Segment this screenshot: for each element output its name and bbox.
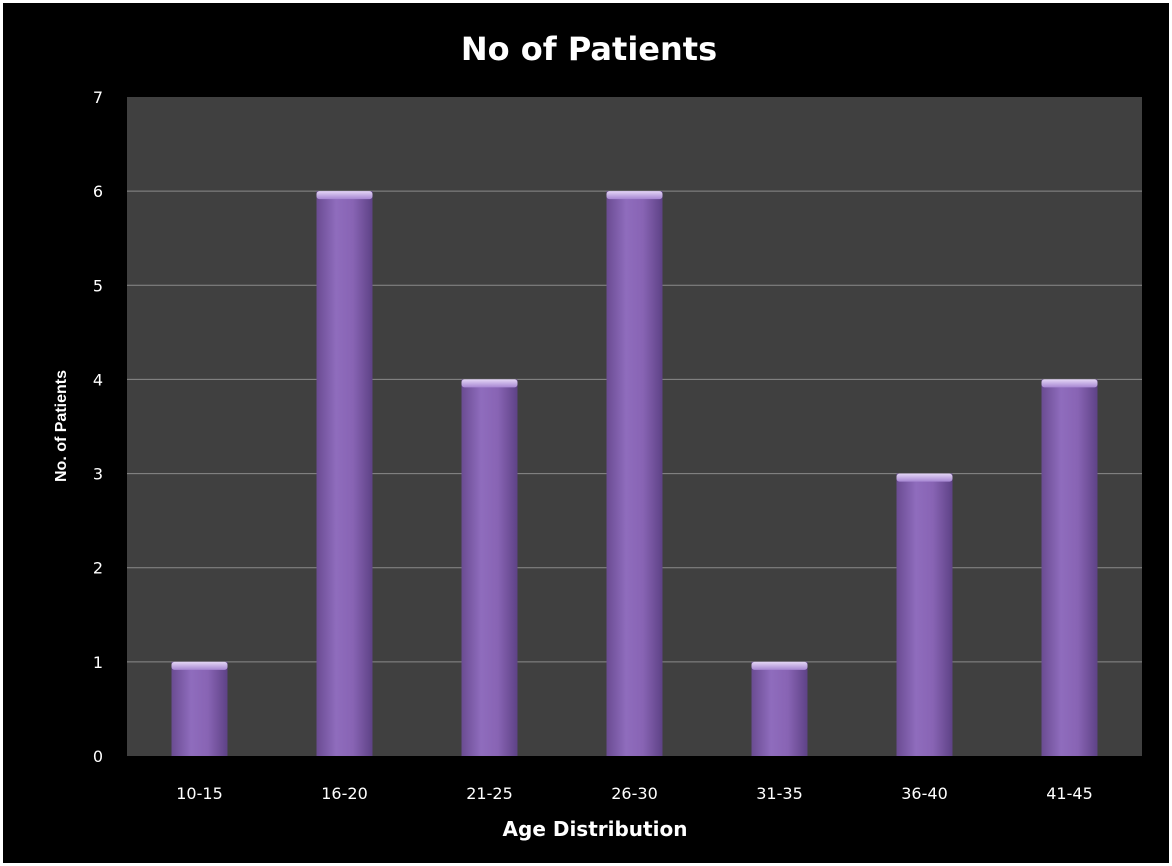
bar-31-35	[751, 661, 808, 756]
x-tick-label: 31-35	[756, 784, 803, 803]
y-tick-label: 4	[93, 370, 103, 389]
y-axis-title: No. of Patients	[53, 370, 70, 482]
bar	[461, 379, 518, 756]
bar-top-highlight	[316, 191, 373, 200]
bar-41-45	[1041, 379, 1098, 756]
bar-16-20	[316, 191, 373, 757]
chart-title: No of Patients	[461, 30, 717, 68]
y-tick-label: 6	[93, 182, 103, 201]
y-tick-label: 0	[93, 747, 103, 766]
x-tick-label: 10-15	[176, 784, 223, 803]
bar	[896, 473, 953, 756]
bar	[1041, 379, 1098, 756]
bar-10-15	[171, 661, 228, 756]
bar-top-highlight	[751, 661, 808, 670]
y-tick-label: 5	[93, 276, 103, 295]
bar	[316, 191, 373, 757]
y-tick-label: 2	[93, 559, 103, 578]
bar-top-highlight	[171, 661, 228, 670]
y-axis-ticks: 0 1 2 3 4 5 6 7	[93, 88, 103, 766]
x-tick-label: 21-25	[466, 784, 513, 803]
y-tick-label: 1	[93, 653, 103, 672]
bar-top-highlight	[1041, 379, 1098, 388]
y-tick-label: 3	[93, 465, 103, 484]
x-tick-label: 16-20	[321, 784, 368, 803]
bar	[171, 661, 228, 756]
x-tick-label: 41-45	[1046, 784, 1093, 803]
bar-36-40	[896, 473, 953, 756]
bar-top-highlight	[606, 191, 663, 200]
x-axis-title: Age Distribution	[503, 817, 688, 841]
bars	[171, 191, 1098, 757]
bar	[751, 661, 808, 756]
bar-top-highlight	[896, 473, 953, 482]
bar-26-30	[606, 191, 663, 757]
x-tick-label: 26-30	[611, 784, 658, 803]
x-axis-ticks: 10-15 16-20 21-25 26-30 31-35 36-40 41-45	[176, 784, 1093, 803]
x-tick-label: 36-40	[901, 784, 948, 803]
y-tick-label: 7	[93, 88, 103, 107]
bar	[606, 191, 663, 757]
bar-21-25	[461, 379, 518, 756]
bar-top-highlight	[461, 379, 518, 388]
